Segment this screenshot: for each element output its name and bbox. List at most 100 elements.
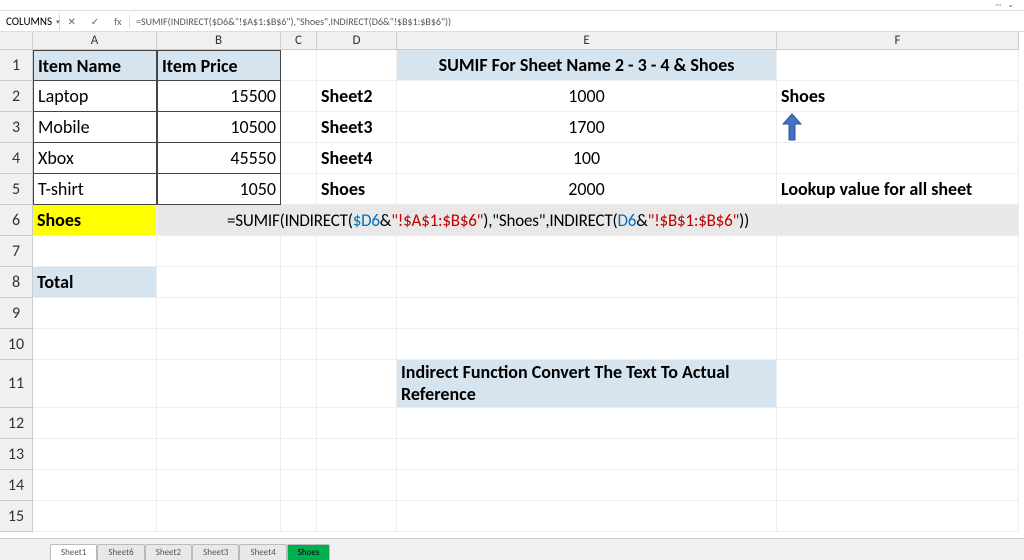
cell[interactable] [777, 143, 1019, 174]
cell[interactable] [397, 298, 777, 329]
cell[interactable] [281, 501, 317, 532]
cell[interactable]: T-shirt [33, 174, 157, 205]
cell[interactable] [317, 298, 397, 329]
cell[interactable] [397, 408, 777, 439]
row-header[interactable]: 8 [0, 267, 33, 298]
cell[interactable] [777, 408, 1019, 439]
cell[interactable] [317, 329, 397, 360]
cell[interactable] [281, 408, 317, 439]
cell[interactable] [317, 408, 397, 439]
cell[interactable]: 2000 [397, 174, 777, 205]
cell[interactable]: Item Name [33, 50, 157, 81]
cell[interactable]: Indirect Function Convert The Text To Ac… [397, 360, 777, 408]
cell[interactable] [281, 439, 317, 470]
cell[interactable] [777, 50, 1019, 81]
sheet-tab[interactable]: Shoes [287, 544, 331, 560]
cell[interactable] [777, 236, 1019, 267]
cell[interactable] [317, 267, 397, 298]
cell[interactable]: Shoes [33, 205, 157, 236]
row-header[interactable]: 4 [0, 143, 33, 174]
col-header-f[interactable]: F [777, 32, 1019, 50]
row-header[interactable]: 6 [0, 205, 33, 236]
sheet-tab[interactable]: Sheet3 [192, 544, 239, 560]
more-icon[interactable]: ··· [995, 0, 1001, 10]
cell[interactable] [281, 329, 317, 360]
confirm-formula-icon[interactable]: ✓ [91, 15, 99, 28]
cell[interactable]: Shoes [777, 81, 1019, 112]
cell[interactable]: Sheet3 [317, 112, 397, 143]
row-header[interactable]: 11 [0, 360, 33, 408]
cell[interactable] [281, 143, 317, 174]
sheet-tab[interactable]: Sheet2 [145, 544, 192, 560]
cell[interactable] [33, 439, 157, 470]
cell[interactable] [33, 298, 157, 329]
cell[interactable] [33, 470, 157, 501]
cell[interactable] [157, 408, 281, 439]
cell[interactable] [397, 439, 777, 470]
cell[interactable]: Total [33, 267, 157, 298]
row-header[interactable]: 12 [0, 408, 33, 439]
cell[interactable] [317, 501, 397, 532]
cell[interactable] [777, 439, 1019, 470]
row-header[interactable]: 2 [0, 81, 33, 112]
cell[interactable] [281, 236, 317, 267]
col-header-a[interactable]: A [33, 32, 157, 50]
col-header-d[interactable]: D [317, 32, 397, 50]
cell[interactable] [317, 439, 397, 470]
cell[interactable] [281, 81, 317, 112]
cell[interactable] [33, 501, 157, 532]
cell[interactable] [33, 329, 157, 360]
cell[interactable] [317, 470, 397, 501]
cell[interactable] [33, 360, 157, 408]
row-header[interactable]: 1 [0, 50, 33, 81]
formula-input[interactable]: =SUMIF(INDIRECT($D6&"!$A$1:$B$6"),"Shoes… [130, 13, 1024, 30]
cell[interactable] [317, 236, 397, 267]
cell[interactable] [777, 501, 1019, 532]
row-header[interactable]: 5 [0, 174, 33, 205]
cell[interactable] [397, 329, 777, 360]
col-header-b[interactable]: B [157, 32, 281, 50]
cell[interactable]: 10500 [157, 112, 281, 143]
cell[interactable] [397, 470, 777, 501]
cell[interactable]: Lookup value for all sheet [777, 174, 1019, 205]
collapse-icon[interactable]: ⌄ [1007, 0, 1014, 10]
cell[interactable] [157, 329, 281, 360]
cell[interactable] [281, 298, 317, 329]
cell[interactable] [33, 236, 157, 267]
cell[interactable]: 100 [397, 143, 777, 174]
cell[interactable]: Shoes [317, 174, 397, 205]
row-header[interactable]: 10 [0, 329, 33, 360]
sheet-tab[interactable]: Sheet1 [50, 544, 97, 560]
cell[interactable] [157, 439, 281, 470]
cell[interactable] [281, 50, 317, 81]
cell[interactable] [157, 236, 281, 267]
cell[interactable] [157, 298, 281, 329]
cell[interactable]: Laptop [33, 81, 157, 112]
cell[interactable] [317, 360, 397, 408]
name-box[interactable]: COLUMNS ▾ [0, 13, 60, 30]
cell[interactable] [281, 267, 317, 298]
row-header[interactable]: 3 [0, 112, 33, 143]
cell[interactable] [281, 112, 317, 143]
cell[interactable] [317, 50, 397, 81]
row-header[interactable]: 14 [0, 470, 33, 501]
cell[interactable] [281, 470, 317, 501]
cell[interactable] [777, 470, 1019, 501]
row-header[interactable]: 9 [0, 298, 33, 329]
cell[interactable] [397, 236, 777, 267]
sheet-tab[interactable]: Sheet4 [239, 544, 286, 560]
cell[interactable]: Sheet4 [317, 143, 397, 174]
cell[interactable] [157, 360, 281, 408]
sheet-tab[interactable]: Sheet6 [97, 544, 144, 560]
cell[interactable]: 15500 [157, 81, 281, 112]
cell[interactable]: 1050 [157, 174, 281, 205]
cell[interactable] [777, 329, 1019, 360]
cell[interactable] [777, 112, 1019, 143]
cell[interactable] [157, 267, 281, 298]
fx-icon[interactable]: fx [114, 15, 121, 28]
cell[interactable]: Xbox [33, 143, 157, 174]
cell[interactable] [777, 360, 1019, 408]
cell[interactable] [33, 408, 157, 439]
select-all-corner[interactable] [0, 32, 33, 50]
cell[interactable] [777, 267, 1019, 298]
